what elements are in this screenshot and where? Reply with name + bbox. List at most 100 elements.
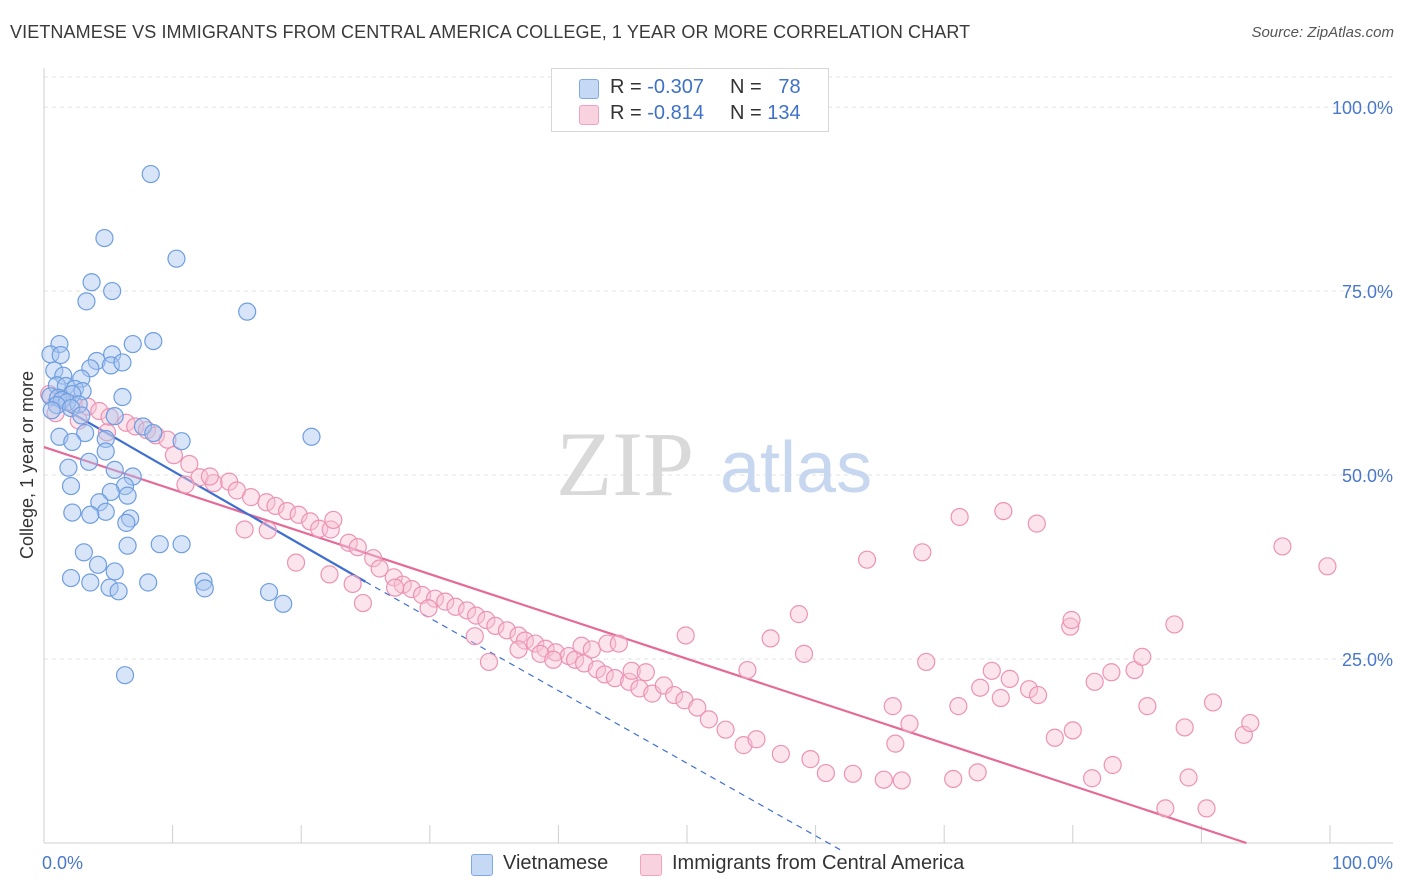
- data-point-vietnamese: [113, 353, 132, 372]
- data-point-vietnamese: [63, 432, 82, 452]
- data-point-immigrants: [1197, 799, 1216, 818]
- data-point-vietnamese: [195, 579, 214, 598]
- data-point-immigrants: [572, 636, 591, 655]
- data-point-immigrants: [544, 650, 563, 669]
- data-point-immigrants: [1082, 769, 1102, 788]
- data-point-vietnamese: [76, 423, 95, 443]
- data-point-immigrants: [620, 672, 639, 691]
- data-point-immigrants: [917, 652, 936, 672]
- data-point-vietnamese: [141, 164, 160, 184]
- data-point-immigrants: [446, 597, 465, 616]
- y-axis-label: College, 1 year or more: [17, 371, 37, 559]
- n-value: 78: [778, 76, 801, 98]
- data-point-vietnamese: [105, 562, 124, 581]
- data-point-immigrants: [816, 763, 835, 783]
- data-point-vietnamese: [61, 568, 81, 588]
- y-tick-label: 25.0%: [1342, 650, 1393, 670]
- data-point-immigrants: [277, 501, 297, 521]
- data-point-immigrants: [1234, 725, 1253, 744]
- data-point-vietnamese: [45, 361, 64, 380]
- legend-swatch-blue: [579, 79, 599, 99]
- source-label: Source: ZipAtlas.com: [1251, 24, 1394, 41]
- data-point-immigrants: [180, 454, 199, 474]
- data-point-immigrants: [526, 634, 545, 653]
- data-point-vietnamese: [123, 334, 142, 354]
- watermark: ZIP atlas: [556, 413, 872, 515]
- data-point-immigrants: [436, 592, 455, 611]
- data-point-immigrants: [235, 520, 254, 539]
- data-point-vietnamese: [79, 452, 99, 471]
- data-point-vietnamese: [172, 535, 191, 554]
- data-point-immigrants: [900, 714, 919, 733]
- data-point-immigrants: [761, 629, 780, 648]
- data-point-immigrants: [716, 720, 735, 739]
- data-point-immigrants: [486, 616, 505, 636]
- data-point-immigrants: [343, 574, 362, 594]
- r-value: -0.307: [647, 76, 704, 98]
- data-point-vietnamese: [61, 476, 81, 496]
- data-point-vietnamese: [77, 292, 96, 311]
- data-point-immigrants: [688, 698, 707, 717]
- data-point-immigrants: [1179, 768, 1198, 787]
- data-point-immigrants: [1133, 647, 1152, 666]
- n-label: N =: [730, 102, 762, 124]
- data-point-immigrants: [258, 521, 277, 540]
- data-point-immigrants: [949, 697, 968, 716]
- legend-swatch-pink: [640, 854, 662, 876]
- points-immigrants: [40, 384, 1337, 818]
- chart-title: VIETNAMESE VS IMMIGRANTS FROM CENTRAL AM…: [10, 22, 971, 42]
- data-point-immigrants: [1156, 799, 1175, 818]
- data-point-vietnamese: [109, 582, 128, 601]
- legend-label-vietnamese: Vietnamese: [503, 852, 609, 874]
- data-point-vietnamese: [90, 493, 109, 512]
- data-point-vietnamese: [302, 427, 321, 446]
- data-point-vietnamese: [81, 573, 100, 592]
- data-point-immigrants: [1273, 537, 1292, 556]
- y-tick-label: 100.0%: [1332, 98, 1393, 118]
- data-point-vietnamese: [63, 503, 82, 522]
- data-point-immigrants: [994, 501, 1013, 521]
- data-point-vietnamese: [95, 228, 114, 248]
- data-point-vietnamese: [59, 458, 78, 477]
- data-point-immigrants: [164, 446, 183, 465]
- data-point-immigrants: [241, 488, 261, 507]
- data-point-vietnamese: [74, 543, 93, 562]
- data-point-vietnamese: [87, 351, 106, 371]
- data-point-immigrants: [419, 599, 438, 618]
- data-point-immigrants: [892, 771, 911, 790]
- series-legend: Vietnamese Immigrants from Central Ameri…: [0, 852, 1406, 878]
- data-point-immigrants: [883, 697, 902, 716]
- y-tick-label: 75.0%: [1342, 282, 1393, 302]
- legend-row-vietnamese: R = -0.307 N = 78: [552, 76, 828, 100]
- data-point-immigrants: [479, 652, 499, 672]
- data-point-immigrants: [1175, 718, 1194, 737]
- data-point-vietnamese: [194, 572, 213, 591]
- watermark-atlas: atlas: [720, 428, 872, 508]
- data-point-vietnamese: [96, 429, 115, 449]
- data-point-vietnamese: [61, 398, 81, 418]
- data-point-immigrants: [794, 644, 814, 663]
- trend-line-vietnamese: [47, 398, 367, 583]
- data-point-vietnamese: [144, 423, 163, 443]
- data-point-immigrants: [289, 505, 308, 524]
- data-point-vietnamese: [167, 249, 186, 268]
- data-point-immigrants: [497, 621, 517, 640]
- data-point-immigrants: [886, 734, 905, 753]
- data-point-immigrants: [465, 627, 484, 646]
- data-point-vietnamese: [105, 407, 124, 426]
- data-point-immigrants: [1241, 713, 1260, 733]
- data-point-immigrants: [636, 663, 655, 682]
- data-point-immigrants: [286, 553, 306, 572]
- data-point-immigrants: [1085, 672, 1104, 691]
- n-label: N =: [730, 76, 762, 98]
- data-point-immigrants: [1028, 685, 1048, 705]
- data-point-immigrants: [146, 426, 165, 445]
- data-point-immigrants: [595, 665, 614, 684]
- r-label: R =: [610, 76, 642, 98]
- r-value: -0.814: [647, 102, 704, 124]
- data-point-immigrants: [353, 593, 373, 613]
- data-point-immigrants: [385, 578, 405, 597]
- r-label: R =: [610, 102, 642, 124]
- data-point-vietnamese: [47, 396, 66, 415]
